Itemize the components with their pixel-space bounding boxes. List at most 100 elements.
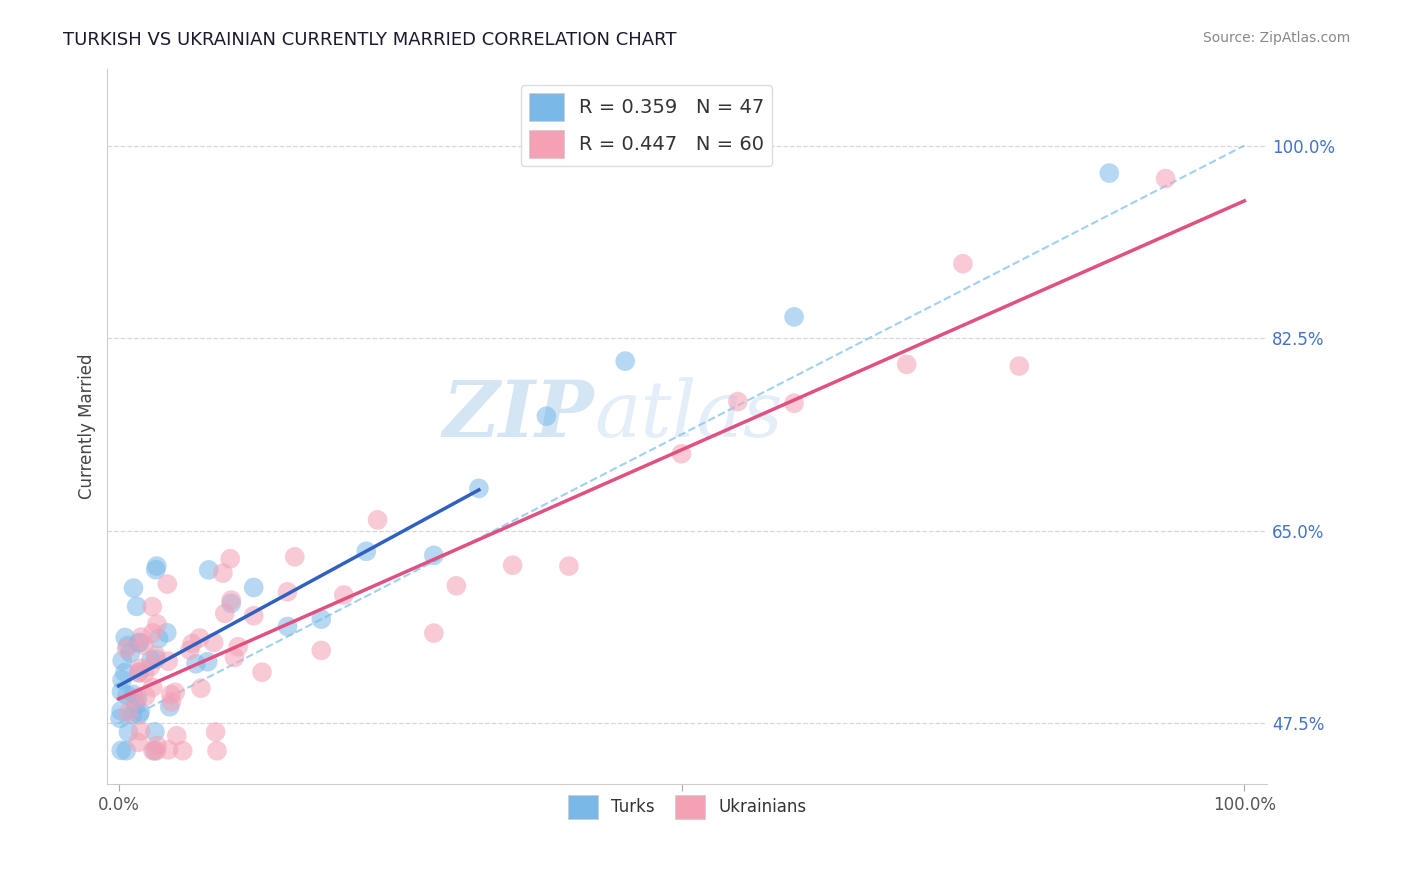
Point bbox=[125, 692, 148, 706]
Point bbox=[224, 650, 246, 665]
Point bbox=[145, 563, 167, 577]
Point bbox=[139, 660, 162, 674]
Point bbox=[614, 354, 637, 368]
Point bbox=[165, 685, 187, 699]
Point bbox=[120, 646, 142, 660]
Point bbox=[134, 666, 156, 681]
Point bbox=[128, 665, 150, 680]
Point bbox=[110, 704, 132, 718]
Point bbox=[468, 482, 491, 496]
Point bbox=[197, 563, 219, 577]
Point bbox=[134, 639, 156, 653]
Text: Source: ZipAtlas.com: Source: ZipAtlas.com bbox=[1202, 31, 1350, 45]
Point bbox=[1008, 359, 1031, 373]
Point bbox=[141, 599, 163, 614]
Point bbox=[284, 549, 307, 564]
Point bbox=[124, 697, 146, 711]
Point bbox=[181, 636, 204, 650]
Point bbox=[139, 653, 162, 667]
Point bbox=[127, 691, 149, 706]
Point bbox=[110, 684, 132, 698]
Point bbox=[121, 707, 143, 722]
Point bbox=[156, 625, 179, 640]
Point bbox=[952, 257, 974, 271]
Point bbox=[1154, 171, 1177, 186]
Point bbox=[108, 711, 131, 725]
Point bbox=[115, 641, 138, 656]
Point bbox=[127, 735, 149, 749]
Point bbox=[197, 655, 219, 669]
Point bbox=[226, 640, 249, 654]
Point bbox=[276, 619, 298, 633]
Point bbox=[242, 608, 264, 623]
Point bbox=[1098, 166, 1121, 180]
Point bbox=[219, 593, 242, 607]
Point bbox=[160, 695, 183, 709]
Point bbox=[783, 310, 806, 324]
Point bbox=[727, 394, 749, 409]
Point bbox=[184, 657, 207, 671]
Point bbox=[502, 558, 524, 573]
Point bbox=[188, 631, 211, 645]
Point bbox=[159, 699, 181, 714]
Point bbox=[212, 566, 235, 580]
Point bbox=[205, 744, 228, 758]
Point bbox=[148, 632, 170, 646]
Point bbox=[128, 661, 150, 675]
Point bbox=[276, 584, 298, 599]
Point bbox=[446, 579, 468, 593]
Point bbox=[356, 544, 378, 558]
Point bbox=[145, 559, 167, 574]
Point bbox=[145, 652, 167, 666]
Point bbox=[558, 559, 581, 574]
Point bbox=[311, 643, 333, 657]
Point bbox=[142, 744, 165, 758]
Point bbox=[111, 654, 134, 668]
Point bbox=[135, 690, 157, 704]
Point bbox=[128, 707, 150, 722]
Point bbox=[219, 596, 242, 610]
Point bbox=[219, 551, 242, 566]
Text: TURKISH VS UKRAINIAN CURRENTLY MARRIED CORRELATION CHART: TURKISH VS UKRAINIAN CURRENTLY MARRIED C… bbox=[63, 31, 676, 49]
Point bbox=[157, 743, 180, 757]
Point bbox=[311, 612, 333, 626]
Point bbox=[122, 688, 145, 702]
Point bbox=[204, 725, 226, 739]
Point bbox=[114, 631, 136, 645]
Point bbox=[367, 513, 389, 527]
Point bbox=[118, 706, 141, 720]
Point bbox=[671, 447, 693, 461]
Point bbox=[172, 744, 194, 758]
Point bbox=[159, 688, 181, 702]
Text: ZIP: ZIP bbox=[443, 377, 595, 454]
Point bbox=[156, 577, 179, 591]
Point bbox=[115, 689, 138, 703]
Point bbox=[157, 654, 180, 668]
Point bbox=[783, 396, 806, 410]
Point bbox=[129, 705, 152, 719]
Legend: Turks, Ukrainians: Turks, Ukrainians bbox=[561, 789, 813, 825]
Point bbox=[145, 744, 167, 758]
Point bbox=[423, 549, 446, 563]
Point bbox=[146, 617, 169, 632]
Point bbox=[142, 681, 165, 695]
Point bbox=[896, 358, 918, 372]
Point bbox=[115, 744, 138, 758]
Point bbox=[110, 743, 132, 757]
Point bbox=[128, 635, 150, 649]
Point bbox=[423, 626, 446, 640]
Point bbox=[143, 744, 166, 758]
Point bbox=[202, 635, 225, 649]
Point bbox=[111, 673, 134, 687]
Point bbox=[145, 648, 167, 663]
Point bbox=[129, 630, 152, 644]
Point bbox=[250, 665, 273, 680]
Text: atlas: atlas bbox=[595, 377, 783, 453]
Point bbox=[190, 681, 212, 696]
Point bbox=[146, 739, 169, 753]
Point bbox=[128, 636, 150, 650]
Point bbox=[166, 729, 188, 743]
Y-axis label: Currently Married: Currently Married bbox=[79, 353, 96, 499]
Point bbox=[333, 588, 356, 602]
Point bbox=[122, 581, 145, 595]
